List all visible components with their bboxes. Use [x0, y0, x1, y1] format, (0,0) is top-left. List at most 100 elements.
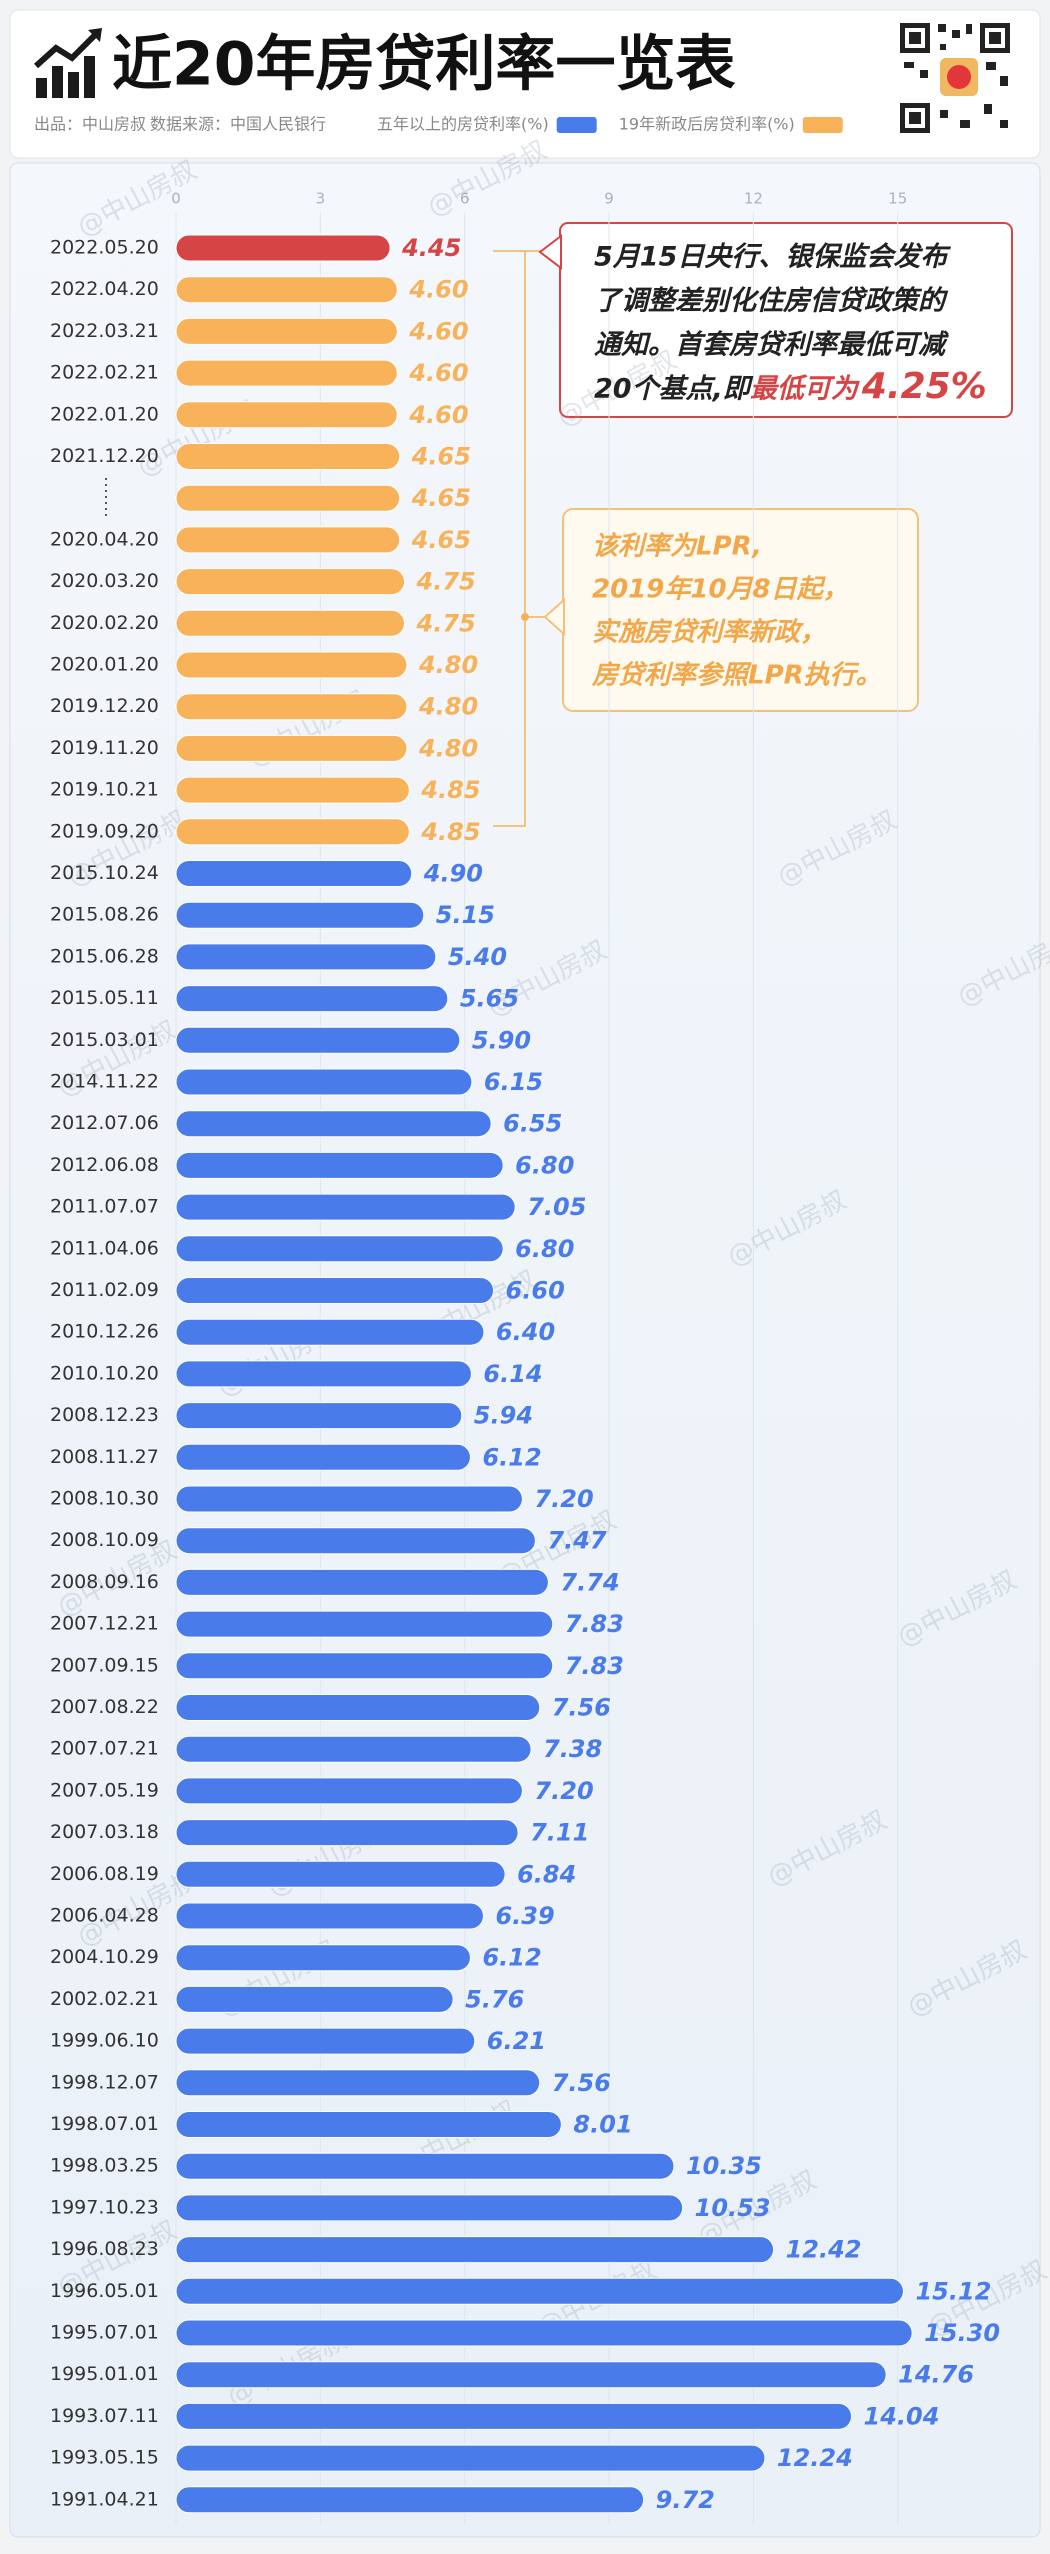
value-label: 5.15: [436, 901, 495, 929]
value-label: 7.83: [565, 1652, 624, 1680]
value-label: 7.11: [530, 1819, 589, 1847]
legend-swatch: [556, 117, 597, 133]
bar: [175, 1277, 495, 1304]
value-label: 15.30: [924, 2319, 1000, 2347]
value-label: 7.20: [534, 1485, 593, 1513]
bar: [175, 1110, 492, 1138]
value-label: 9.72: [656, 2486, 715, 2514]
x-tick-label: 6: [460, 190, 470, 208]
legend-swatch: [802, 117, 843, 133]
bar: [175, 1485, 523, 1513]
y-tick-label: 1997.10.23: [50, 2196, 159, 2218]
bar: [175, 651, 408, 679]
bar: [175, 2277, 904, 2305]
y-tick-label: 2022.05.20: [50, 237, 159, 259]
value-label: 12.42: [786, 2236, 862, 2264]
bar: [175, 1402, 463, 1430]
value-label: 14.04: [864, 2402, 940, 2430]
y-tick-label: 2008.10.30: [50, 1488, 159, 1510]
y-tick-label: 2019.12.20: [50, 695, 159, 717]
y-tick-label: 2020.02.20: [50, 612, 159, 634]
y-tick-label: 2014.11.22: [50, 1071, 159, 1093]
bar: [175, 2319, 913, 2347]
value-label: 6.39: [495, 1902, 554, 1930]
value-label: 7.38: [543, 1735, 602, 1763]
bar: [175, 734, 408, 762]
y-tick-label: 2011.04.06: [50, 1237, 159, 1259]
value-label: 12.24: [777, 2444, 853, 2472]
value-label: 4.60: [408, 359, 468, 387]
bar: [175, 1568, 549, 1596]
value-label: 8.01: [573, 2111, 632, 2139]
bar: [175, 693, 408, 721]
bar: [175, 901, 425, 929]
y-tick-label: 2020.01.20: [50, 654, 159, 676]
bar: [175, 1819, 519, 1847]
x-tick-label: 12: [744, 190, 763, 208]
y-tick-label: 2008.09.16: [50, 1571, 159, 1593]
callout-1: [538, 222, 1013, 418]
value-label: 6.14: [483, 1360, 542, 1388]
value-label: 5.40: [448, 943, 507, 971]
value-label: 6.60: [506, 1277, 565, 1305]
value-label: 6.40: [496, 1318, 555, 1346]
y-tick-label: 2022.03.21: [50, 320, 159, 342]
y-tick-label: 1996.05.01: [50, 2280, 159, 2302]
x-tick-label: 9: [604, 190, 614, 208]
y-tick-label: 2010.10.20: [50, 1362, 159, 1384]
y-tick-label: 1993.05.15: [50, 2447, 159, 2469]
value-label: 7.56: [552, 2069, 611, 2097]
bar: [175, 1944, 471, 1972]
bar: [175, 2152, 675, 2180]
bar: [175, 609, 406, 637]
qr-code: [896, 19, 1014, 137]
y-tick-label: 2011.02.09: [50, 1279, 159, 1301]
y-tick-label: 2006.04.28: [50, 1905, 159, 1927]
value-label: 4.80: [418, 651, 478, 679]
y-tick-label: 1995.01.01: [50, 2363, 159, 2385]
y-tick-label: 2015.08.26: [50, 904, 159, 926]
bar: [175, 1026, 461, 1054]
title-icon: [33, 28, 102, 98]
y-tick-label: 2020.04.20: [50, 528, 159, 550]
value-label: 4.80: [418, 734, 478, 762]
y-tick-label: 2002.02.21: [50, 1988, 159, 2010]
x-tick-label: 0: [171, 190, 181, 208]
value-label: 7.05: [527, 1193, 586, 1221]
bar: [175, 2027, 476, 2055]
y-tick-label: 2022.02.21: [50, 362, 159, 384]
y-tick-label: 2007.09.15: [50, 1654, 159, 1676]
bar: [175, 1193, 516, 1221]
y-tick-label: 2007.12.21: [50, 1613, 159, 1635]
bar: [175, 1860, 506, 1888]
value-label: 7.83: [565, 1610, 624, 1638]
value-label: 6.12: [482, 1944, 541, 1972]
value-label: 10.53: [695, 2194, 771, 2222]
y-tick-label: 2012.07.06: [50, 1112, 159, 1134]
value-label: 5.76: [465, 1985, 524, 2013]
bar: [175, 1068, 473, 1096]
value-label: 6.15: [484, 1068, 543, 1096]
callout-text: 2019年10月8日起，: [592, 575, 849, 605]
value-label: 6.55: [503, 1110, 562, 1138]
bar: [175, 526, 401, 554]
title: 近20年房贷利率一览表: [112, 30, 736, 100]
bar: [175, 276, 398, 304]
bar: [175, 359, 398, 387]
value-label: 6.80: [515, 1151, 574, 1179]
y-tick-label: 2019.09.20: [50, 820, 159, 842]
bar: [175, 860, 413, 887]
bar: [175, 776, 410, 804]
y-tick-label: 2019.11.20: [50, 737, 159, 759]
y-tick-label: 1998.07.01: [50, 2113, 159, 2135]
bar: [175, 401, 398, 429]
value-label: 4.75: [416, 568, 476, 596]
y-tick-label: 2010.12.26: [50, 1321, 159, 1343]
y-tick-label: 2012.06.08: [50, 1154, 159, 1176]
y-tick-label: 2007.07.21: [50, 1738, 159, 1760]
bar: [175, 1735, 532, 1763]
callout-text: 该利率为LPR,: [592, 532, 762, 562]
y-tick-label: 2004.10.29: [50, 1946, 159, 1968]
bar: [175, 1902, 484, 1930]
bar: [175, 818, 410, 846]
